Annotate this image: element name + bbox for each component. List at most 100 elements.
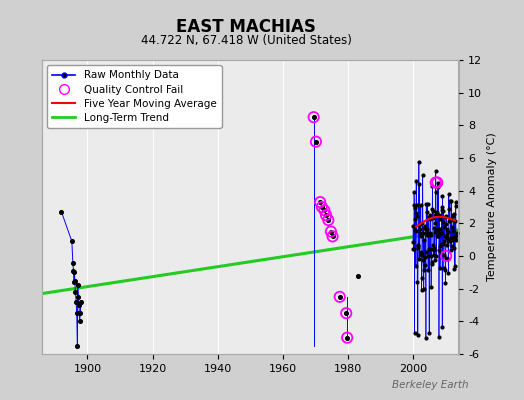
- Point: [432, 168, 440, 174]
- Point: [324, 217, 333, 223]
- Point: [430, 247, 438, 254]
- Point: [423, 232, 431, 238]
- Point: [435, 226, 444, 232]
- Point: [416, 230, 424, 236]
- Point: [428, 206, 436, 212]
- Point: [426, 212, 434, 218]
- Point: [448, 223, 456, 230]
- Point: [450, 266, 458, 272]
- Point: [447, 216, 456, 222]
- Point: [413, 279, 421, 285]
- Y-axis label: Temperature Anomaly (°C): Temperature Anomaly (°C): [486, 133, 497, 281]
- Point: [318, 204, 326, 210]
- Point: [439, 218, 447, 225]
- Point: [452, 233, 460, 239]
- Point: [441, 266, 450, 273]
- Point: [449, 234, 457, 240]
- Point: [436, 242, 444, 249]
- Point: [422, 334, 430, 341]
- Point: [427, 253, 435, 259]
- Point: [419, 256, 428, 263]
- Point: [409, 246, 418, 252]
- Point: [446, 238, 454, 244]
- Point: [428, 261, 436, 268]
- Point: [316, 199, 324, 205]
- Point: [435, 216, 444, 222]
- Point: [422, 230, 431, 236]
- Text: Berkeley Earth: Berkeley Earth: [392, 380, 469, 390]
- Point: [411, 205, 420, 211]
- Point: [436, 251, 445, 257]
- Point: [441, 233, 449, 240]
- Point: [429, 215, 437, 221]
- Point: [449, 228, 457, 234]
- Point: [343, 334, 352, 341]
- Point: [415, 181, 423, 187]
- Point: [441, 280, 450, 286]
- Point: [448, 236, 456, 243]
- Point: [327, 228, 335, 235]
- Point: [324, 217, 333, 223]
- Point: [452, 230, 461, 236]
- Point: [68, 238, 76, 244]
- Point: [322, 212, 330, 218]
- Point: [411, 227, 419, 233]
- Point: [430, 225, 439, 232]
- Point: [420, 254, 429, 260]
- Point: [419, 172, 427, 178]
- Point: [427, 246, 435, 252]
- Point: [410, 246, 418, 253]
- Point: [421, 225, 429, 232]
- Point: [76, 310, 84, 316]
- Point: [434, 184, 442, 190]
- Point: [310, 114, 318, 120]
- Point: [441, 214, 449, 220]
- Point: [422, 201, 430, 207]
- Point: [445, 215, 454, 222]
- Point: [69, 259, 77, 266]
- Point: [413, 213, 421, 219]
- Point: [75, 302, 83, 308]
- Point: [446, 235, 454, 241]
- Point: [427, 232, 435, 238]
- Point: [417, 249, 425, 255]
- Point: [411, 210, 420, 216]
- Point: [414, 245, 422, 252]
- Point: [343, 334, 352, 341]
- Point: [440, 265, 448, 271]
- Point: [427, 284, 435, 290]
- Point: [412, 202, 421, 208]
- Point: [443, 232, 451, 238]
- Point: [425, 231, 434, 238]
- Point: [318, 204, 326, 210]
- Point: [418, 219, 427, 226]
- Point: [442, 220, 450, 227]
- Point: [449, 212, 457, 218]
- Point: [432, 179, 440, 186]
- Point: [419, 224, 428, 231]
- Point: [451, 218, 459, 224]
- Point: [316, 199, 324, 205]
- Point: [439, 208, 447, 214]
- Point: [438, 193, 446, 199]
- Point: [430, 229, 439, 236]
- Point: [431, 212, 439, 218]
- Point: [450, 245, 458, 251]
- Text: EAST MACHIAS: EAST MACHIAS: [177, 18, 316, 36]
- Point: [423, 201, 432, 208]
- Point: [442, 253, 450, 259]
- Point: [424, 214, 433, 220]
- Point: [424, 252, 432, 259]
- Point: [447, 247, 455, 253]
- Point: [425, 230, 434, 236]
- Point: [417, 232, 425, 239]
- Point: [329, 233, 337, 240]
- Point: [432, 253, 441, 259]
- Point: [442, 212, 451, 219]
- Point: [73, 343, 82, 349]
- Point: [420, 286, 428, 292]
- Point: [437, 230, 445, 236]
- Point: [433, 209, 441, 216]
- Point: [433, 226, 442, 232]
- Point: [413, 332, 422, 338]
